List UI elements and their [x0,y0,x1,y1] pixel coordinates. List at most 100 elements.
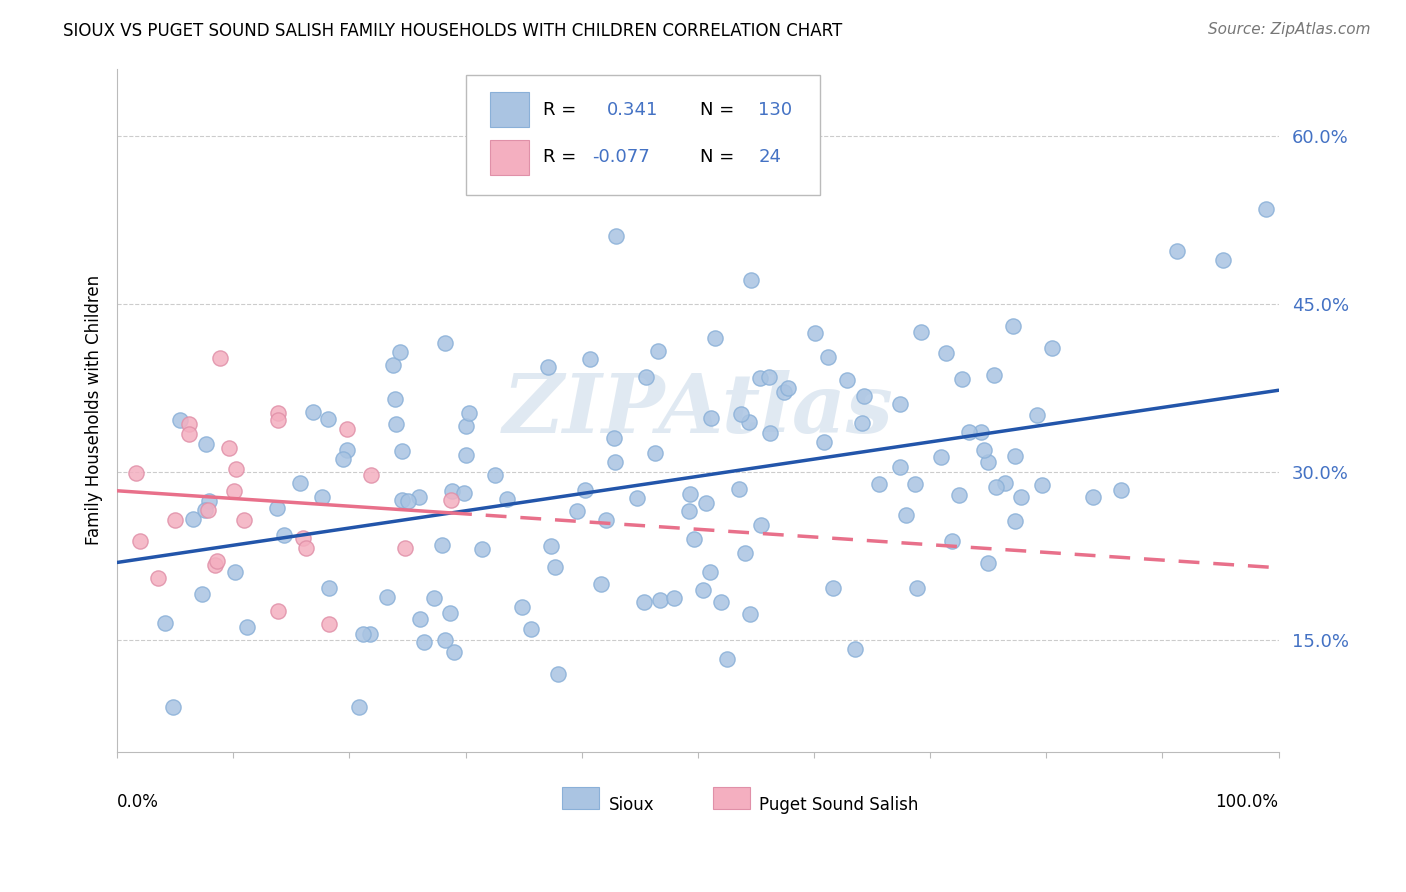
Point [740,272,762,286]
Text: N =: N = [700,148,734,167]
Point [547,666,569,681]
Point [267,604,290,618]
Point [662,591,685,605]
Point [633,595,655,609]
Point [748,370,770,384]
Point [224,565,246,579]
Point [1010,490,1032,504]
Point [904,477,927,491]
Point [458,406,481,420]
Text: Source: ZipAtlas.com: Source: ZipAtlas.com [1208,22,1371,37]
Point [626,491,648,505]
Point [730,407,752,421]
Point [634,369,657,384]
Point [129,534,152,549]
Point [432,538,454,552]
Point [434,632,457,647]
FancyBboxPatch shape [489,139,530,175]
Point [1212,252,1234,267]
Point [267,406,290,420]
Point [273,528,295,542]
Point [311,491,333,505]
Point [935,346,957,360]
Point [453,486,475,500]
Point [950,372,973,386]
Point [440,493,463,508]
Point [291,531,314,545]
Point [603,455,626,469]
Point [699,411,721,425]
Point [1026,409,1049,423]
Point [352,627,374,641]
FancyBboxPatch shape [489,92,530,128]
Text: 100.0%: 100.0% [1216,793,1278,811]
Point [603,431,626,445]
Point [197,503,219,517]
Point [375,591,398,605]
Point [835,373,858,387]
Point [318,411,340,425]
Point [1040,341,1063,355]
Point [1254,202,1277,216]
Text: Puget Sound Salish: Puget Sound Salish [759,797,918,814]
Point [190,587,212,601]
Point [595,513,617,527]
Point [177,417,200,432]
Text: 0.0%: 0.0% [117,793,159,811]
Point [148,571,170,585]
Point [520,622,543,636]
Point [948,488,970,502]
Point [1031,478,1053,492]
Point [1004,450,1026,464]
Point [647,343,669,358]
Point [423,591,446,605]
Point [225,462,247,476]
Point [218,441,240,455]
Point [605,229,627,244]
Point [738,607,761,621]
Point [817,350,839,364]
Point [738,415,761,429]
Point [579,351,602,366]
Point [1001,319,1024,334]
Point [929,450,952,465]
Point [565,504,588,518]
Point [318,581,340,595]
Text: R =: R = [543,101,576,119]
Point [456,448,478,462]
Point [821,581,844,595]
Point [484,467,506,482]
Point [695,496,717,510]
Point [1081,491,1104,505]
Point [295,541,318,556]
Point [644,445,666,459]
Point [396,494,419,508]
Point [222,484,245,499]
Point [433,336,456,351]
Point [195,437,218,451]
Point [382,359,405,373]
Point [683,532,706,546]
Point [889,397,911,411]
Point [204,558,226,572]
Point [233,513,256,527]
Point [454,419,477,434]
Point [889,459,911,474]
Y-axis label: Family Households with Children: Family Households with Children [86,275,103,545]
Point [165,513,187,527]
Point [440,483,463,498]
Point [439,606,461,620]
Text: 24: 24 [758,148,782,167]
Point [409,612,432,626]
Point [813,434,835,449]
Point [205,554,228,568]
Point [983,368,1005,383]
Point [973,442,995,457]
Point [977,556,1000,570]
Point [301,404,323,418]
Point [758,369,780,384]
Point [910,325,932,339]
Point [772,385,794,400]
Point [349,700,371,714]
Point [905,581,928,595]
